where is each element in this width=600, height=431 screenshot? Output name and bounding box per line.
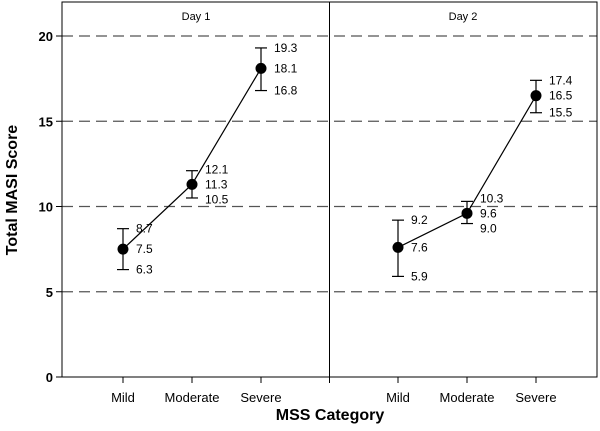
upper-label: 19.3	[274, 41, 298, 55]
data-point	[392, 241, 404, 253]
upper-label: 10.3	[480, 191, 504, 205]
x-tick-label: Severe	[515, 390, 556, 405]
panel-title: Day 1	[182, 11, 211, 23]
mean-label: 9.6	[480, 206, 497, 220]
y-tick-label: 5	[46, 285, 53, 300]
data-point	[255, 62, 267, 74]
y-tick-label: 10	[39, 200, 53, 215]
y-tick-label: 20	[39, 29, 53, 44]
y-tick-label: 15	[39, 114, 53, 129]
lower-label: 15.5	[549, 106, 573, 120]
y-tick-label: 0	[46, 370, 53, 385]
lower-label: 10.5	[205, 192, 229, 206]
upper-label: 8.7	[136, 222, 153, 236]
gridlines	[62, 35, 597, 293]
mean-label: 18.1	[274, 61, 298, 75]
data-point	[461, 207, 473, 219]
upper-label: 9.2	[411, 213, 428, 227]
lower-label: 16.8	[274, 84, 298, 98]
mean-label: 7.5	[136, 242, 153, 256]
data-point	[117, 243, 129, 255]
x-tick-label: Mild	[111, 390, 135, 405]
mean-label: 7.6	[411, 240, 428, 254]
x-tick-label: Moderate	[165, 390, 220, 405]
lower-label: 5.9	[411, 269, 428, 283]
lower-label: 6.3	[136, 263, 153, 277]
mean-label: 11.3	[205, 177, 228, 191]
upper-label: 12.1	[205, 162, 229, 176]
data-point	[530, 90, 542, 102]
y-axis-title: Total MASI Score	[4, 125, 21, 255]
mean-label: 16.5	[549, 89, 573, 103]
x-axis-title: MSS Category	[276, 407, 385, 424]
panels: Day 1 8.7 7.5 6.3 Mild 12.111.310.5 Moderate 19…	[111, 11, 573, 405]
lower-label: 9.0	[480, 221, 497, 235]
data-point	[186, 178, 198, 190]
x-tick-label: Severe	[240, 390, 281, 405]
y-axis: 0 5 10 15 20	[39, 29, 62, 385]
panel-1: Day 1 8.7 7.5 6.3 Mild 12.111.310.5 Moderate 19…	[111, 11, 298, 405]
panel-title: Day 2	[449, 11, 478, 23]
upper-label: 17.4	[549, 73, 573, 87]
x-tick-label: Mild	[386, 390, 410, 405]
panel-2: Day 2 9.2 7.6 5.9 Mild 10.39.69.0 Moderate 17.4…	[386, 11, 573, 405]
x-tick-label: Moderate	[440, 390, 495, 405]
